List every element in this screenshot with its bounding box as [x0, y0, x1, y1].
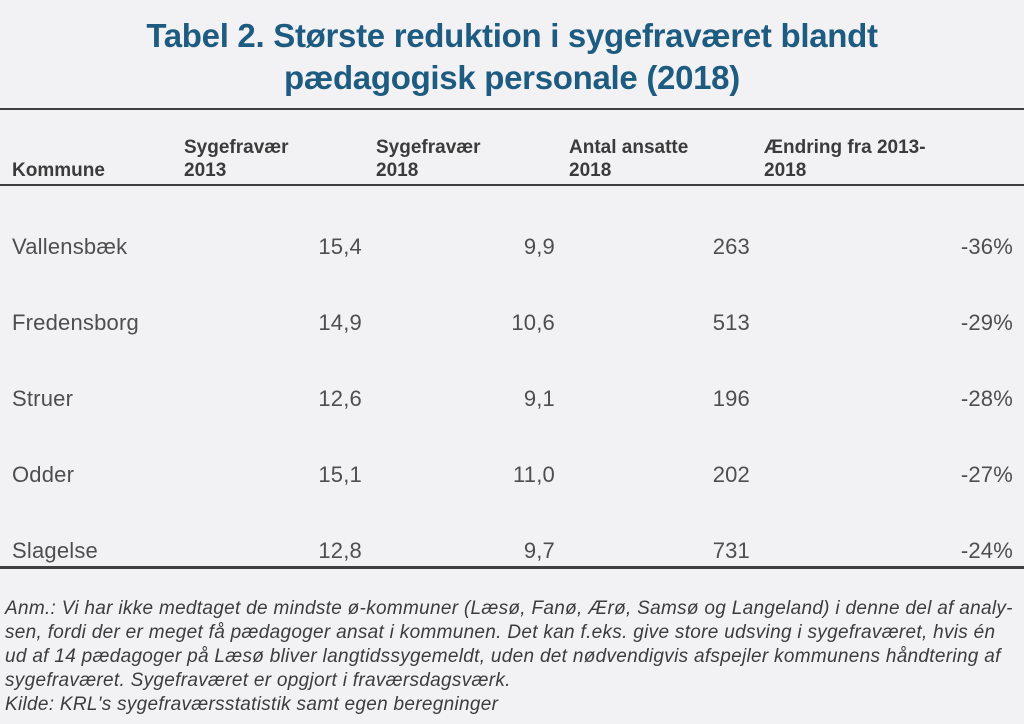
- column-header-sygefravaer-2013: Sygefravær 2013: [170, 109, 362, 185]
- cell-kommune: Slagelse: [12, 538, 98, 563]
- cell-sygefravaer-2013: 12,6: [318, 386, 362, 411]
- cell-kommune: Odder: [12, 462, 75, 487]
- header-row: Kommune Sygefravær 2013 Sygefravær 2018 …: [0, 109, 1024, 185]
- table-row: Slagelse 12,8 9,7 731 -24%: [0, 490, 1024, 568]
- column-header-line: 2013: [184, 160, 227, 181]
- column-header-line: 2018: [376, 160, 419, 181]
- footnote: Anm.: Vi har ikke medtaget de mindste ø-…: [0, 597, 1024, 717]
- column-header-line: 2018: [764, 160, 807, 181]
- table-row: Vallensbæk 15,4 9,9 263 -36%: [0, 185, 1024, 262]
- column-header-line: Ændring fra 2013-: [764, 137, 926, 158]
- table-row: Struer 12,6 9,1 196 -28%: [0, 338, 1024, 414]
- footnote-line: sen, fordi der er meget få pædagoger ans…: [5, 622, 996, 643]
- table-row: Fredensborg 14,9 10,6 513 -29%: [0, 262, 1024, 338]
- table-row: Odder 15,1 11,0 202 -27%: [0, 414, 1024, 490]
- cell-sygefravaer-2018: 9,9: [523, 234, 555, 259]
- cell-sygefravaer-2018: 9,7: [523, 538, 555, 563]
- table-header: Kommune Sygefravær 2013 Sygefravær 2018 …: [0, 109, 1024, 185]
- column-header-aendring: Ændring fra 2013- 2018: [750, 109, 1024, 185]
- cell-antal-ansatte: 513: [712, 310, 750, 335]
- cell-antal-ansatte: 202: [712, 462, 750, 487]
- table-title-line-1: Tabel 2. Største reduktion i sygefravære…: [146, 17, 878, 54]
- column-header-line: Sygefravær: [376, 137, 481, 158]
- cell-kommune: Struer: [12, 386, 74, 411]
- cell-aendring: -29%: [960, 310, 1013, 335]
- column-header-kommune: Kommune: [0, 109, 170, 185]
- cell-kommune: Vallensbæk: [12, 234, 128, 259]
- cell-aendring: -24%: [960, 538, 1013, 563]
- column-header-line: Kommune: [12, 160, 105, 181]
- cell-sygefravaer-2018: 10,6: [511, 310, 555, 335]
- data-table: Kommune Sygefravær 2013 Sygefravær 2018 …: [0, 108, 1024, 569]
- column-header-line: Antal ansatte: [569, 137, 689, 158]
- footnote-line: Anm.: Vi har ikke medtaget de mindste ø-…: [5, 598, 1013, 619]
- footnote-line: ud af 14 pædagoger på Læsø bliver langti…: [5, 646, 1001, 667]
- source-line: Kilde: KRL's sygefraværsstatistik samt e…: [5, 694, 499, 715]
- cell-kommune: Fredensborg: [12, 310, 139, 335]
- cell-sygefravaer-2018: 11,0: [513, 462, 555, 487]
- column-header-antal-ansatte: Antal ansatte 2018: [555, 109, 750, 185]
- cell-aendring: -28%: [960, 386, 1013, 411]
- cell-sygefravaer-2013: 15,4: [318, 234, 362, 259]
- cell-aendring: -36%: [960, 234, 1013, 259]
- cell-antal-ansatte: 731: [712, 538, 750, 563]
- cell-aendring: -27%: [960, 462, 1013, 487]
- table-title: Tabel 2. Største reduktion i sygefravære…: [0, 0, 1024, 99]
- column-header-sygefravaer-2018: Sygefravær 2018: [362, 109, 555, 185]
- table-body: Vallensbæk 15,4 9,9 263 -36% Fredensborg…: [0, 185, 1024, 568]
- cell-antal-ansatte: 263: [712, 234, 750, 259]
- column-header-line: Sygefravær: [184, 137, 289, 158]
- footnote-line: sygefraværet. Sygefraværet er opgjort i …: [5, 670, 511, 691]
- column-header-line: 2018: [569, 160, 612, 181]
- cell-sygefravaer-2013: 12,8: [318, 538, 362, 563]
- cell-sygefravaer-2013: 14,9: [318, 310, 362, 335]
- cell-sygefravaer-2013: 15,1: [318, 462, 362, 487]
- cell-sygefravaer-2018: 9,1: [523, 386, 555, 411]
- table-title-line-2: pædagogisk personale (2018): [284, 59, 740, 96]
- cell-antal-ansatte: 196: [712, 386, 750, 411]
